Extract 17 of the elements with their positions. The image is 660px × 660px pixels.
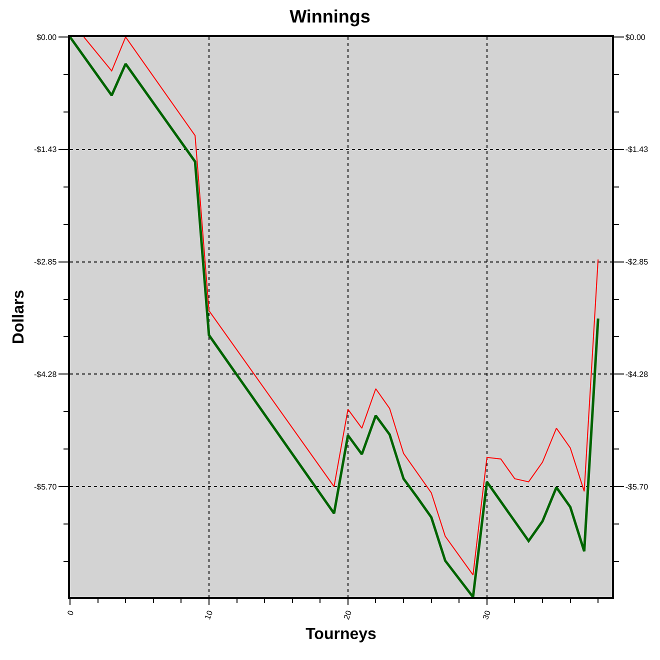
y-axis-title: Dollars (10, 290, 28, 344)
y2-tick-label: $0.00 (625, 32, 646, 42)
y-tick-label: $0.00 (36, 32, 58, 42)
x-axis-title: Tourneys (306, 626, 377, 643)
y2-tick-label: -$4.28 (625, 370, 649, 379)
x-tick-label: 20 (342, 608, 354, 621)
chart-title: Winnings (290, 6, 370, 26)
y-tick-label: -$2.85 (34, 258, 58, 267)
y2-tick-label: -$5.70 (625, 482, 649, 492)
x-tick-label: 10 (203, 608, 215, 621)
y-tick-label: -$5.70 (34, 482, 58, 492)
y2-tick-label: -$2.85 (625, 258, 649, 267)
x-tick-label: 0 (66, 608, 76, 617)
y-tick-label: -$4.28 (34, 370, 58, 379)
y-tick-label: -$1.43 (34, 145, 58, 154)
x-tick-label: 30 (481, 608, 493, 621)
y2-tick-label: -$1.43 (625, 145, 649, 154)
